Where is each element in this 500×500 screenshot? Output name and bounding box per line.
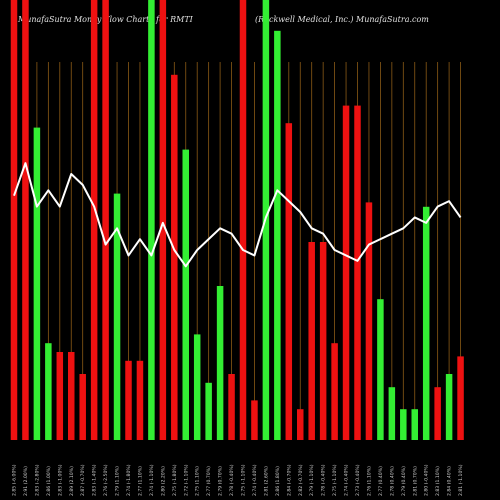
- bar: [331, 343, 338, 440]
- x-tick-label: 2.83 (-2.80%): [34, 464, 40, 496]
- x-tick-label: 2.86 (1.00%): [46, 466, 52, 496]
- bar: [308, 242, 315, 440]
- x-tick-labels: 2.85 (-6.00%) 2.91 (2.00%) 2.83 (-2.80%) 2.…: [12, 464, 465, 496]
- bar: [354, 105, 361, 440]
- x-tick-label: 2.81 (2.60%): [263, 466, 269, 496]
- x-tick-label: 2.81 (0.70%): [412, 466, 418, 496]
- bar: [171, 74, 178, 441]
- bar: [68, 352, 75, 440]
- bar: [377, 299, 384, 440]
- x-tick-label: 2.79 (1.10%): [115, 466, 121, 496]
- x-tick-label: 2.78 (-0.40%): [229, 464, 235, 496]
- bar: [422, 206, 430, 440]
- bar: [285, 123, 293, 440]
- x-tick-label: 2.91 (2.00%): [23, 466, 29, 496]
- bar: [33, 127, 41, 440]
- x-tick-label: 2.79 (0.70%): [218, 466, 224, 496]
- x-tick-label: 2.81 (-1.10%): [458, 464, 464, 496]
- x-tick-label: 2.75 (1.10%): [195, 466, 201, 496]
- bar: [10, 0, 18, 440]
- x-tick-label: 2.89 (2.10%): [69, 466, 75, 496]
- bar: [411, 409, 418, 440]
- x-tick-label: 2.76 (1.10%): [366, 466, 372, 496]
- bar: [113, 193, 121, 440]
- bar: [22, 0, 29, 440]
- x-tick-label: 2.84 (-0.70%): [286, 464, 292, 496]
- bar: [274, 30, 281, 441]
- price-line-group: [13, 162, 462, 268]
- x-tick-label: 2.85 (-6.00%): [12, 464, 18, 496]
- bar: [56, 352, 64, 440]
- x-tick-label: 2.87 (-0.70%): [80, 464, 86, 496]
- x-tick-label: 2.78 (0.40%): [389, 466, 395, 496]
- bars-group: [10, 0, 464, 441]
- chart-title-right: (Rockwell Medical, Inc.) MunafaSutra.com: [255, 15, 429, 24]
- bar: [388, 387, 396, 440]
- bar: [136, 360, 144, 440]
- x-tick-label: 2.83 (-1.40%): [92, 464, 98, 496]
- bar: [159, 0, 167, 440]
- bar: [400, 409, 407, 440]
- x-tick-label: 2.79 (0.40%): [401, 466, 407, 496]
- bar: [342, 105, 350, 440]
- x-tick-label: 2.74 (-1.80%): [126, 464, 132, 496]
- x-tick-label: 2.83 (-1.00%): [57, 464, 63, 496]
- x-tick-label: 2.80 (2.20%): [160, 466, 166, 496]
- bar: [216, 286, 224, 440]
- x-tick-label: 2.86 (1.80%): [275, 466, 281, 496]
- bar: [102, 0, 109, 440]
- x-tick-label: 2.75 (-1.10%): [241, 464, 247, 496]
- x-tick-label: 2.73 (-0.40%): [355, 464, 361, 496]
- x-tick-label: 2.78 (-0.40%): [321, 464, 327, 496]
- bar: [365, 202, 373, 440]
- x-tick-label: 2.77 (0.40%): [378, 466, 384, 496]
- x-tick-label: 2.74 (-1.10%): [149, 464, 155, 496]
- bar: [148, 0, 155, 440]
- bar: [251, 400, 258, 440]
- bar: [205, 382, 212, 440]
- x-tick-label: 2.74 (-0.40%): [252, 464, 258, 496]
- bar: [182, 149, 189, 440]
- bar: [45, 343, 52, 440]
- x-tick-label: 2.77 (0.70%): [206, 466, 212, 496]
- bar: [239, 0, 247, 440]
- x-tick-label: 2.77 (1.10%): [137, 466, 143, 496]
- bar: [79, 374, 86, 440]
- x-tick-label: 2.72 (-1.10%): [183, 464, 189, 496]
- bar: [228, 374, 235, 440]
- x-tick-label: 2.75 (-1.80%): [172, 464, 178, 496]
- x-tick-label: 2.74 (-0.40%): [344, 464, 350, 496]
- bar: [445, 374, 453, 440]
- bar: [434, 387, 441, 440]
- x-tick-label: 2.80 (-0.40%): [424, 464, 430, 496]
- bar: [193, 334, 201, 440]
- bar: [297, 409, 304, 440]
- x-tick-label: 2.84 (0.40%): [447, 466, 453, 496]
- bar: [319, 242, 327, 440]
- x-tick-label: 2.75 (-1.10%): [332, 464, 338, 496]
- bar: [457, 356, 464, 440]
- x-tick-label: 2.82 (-0.70%): [298, 464, 304, 496]
- bar: [90, 0, 98, 440]
- price-line: [13, 162, 462, 268]
- x-tick-label: 2.83 (1.10%): [435, 466, 441, 496]
- x-tick-label: 2.76 (-2.50%): [103, 464, 109, 496]
- x-tick-label: 2.79 (-1.10%): [309, 464, 315, 496]
- bar: [125, 360, 132, 440]
